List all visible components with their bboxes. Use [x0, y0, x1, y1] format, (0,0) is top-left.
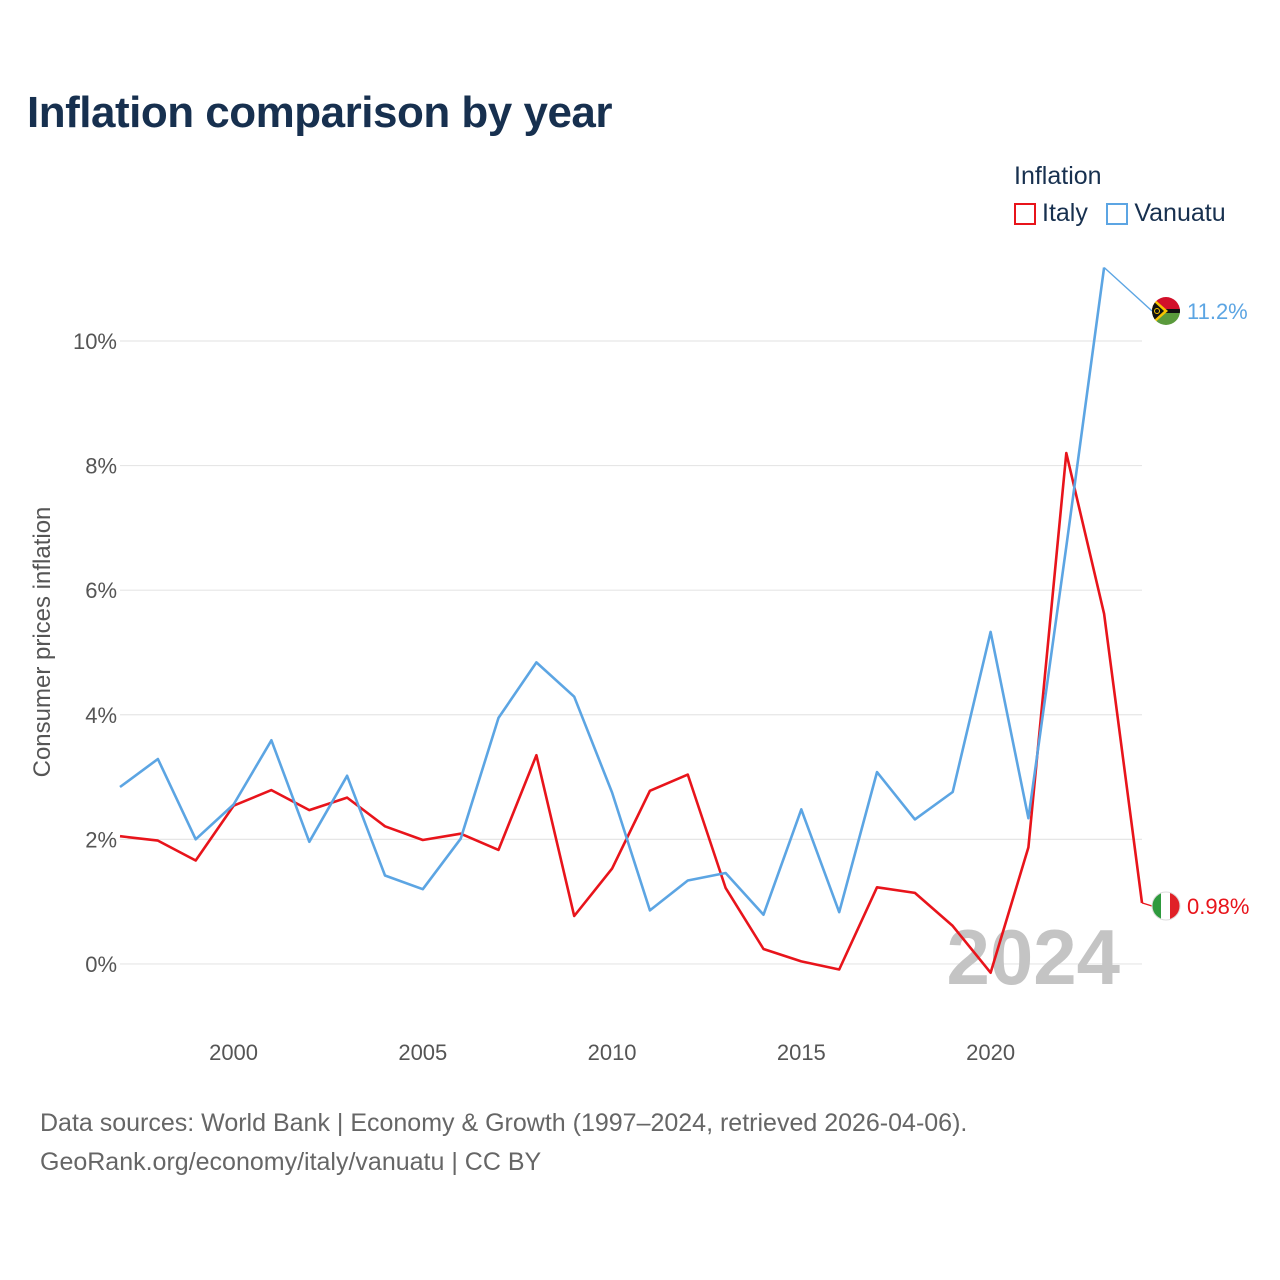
year-watermark: 2024 [946, 913, 1120, 1001]
end-label-italy: 0.98% [1187, 894, 1249, 919]
y-tick-label: 10% [73, 329, 117, 354]
legend-item-italy[interactable]: Italy [1014, 199, 1088, 228]
chart-title: Inflation comparison by year [27, 88, 613, 137]
x-tick-label: 2015 [777, 1040, 826, 1065]
x-tick-label: 2010 [588, 1040, 637, 1065]
legend-item-vanuatu[interactable]: Vanuatu [1106, 199, 1226, 228]
legend-swatch-vanuatu [1106, 202, 1129, 225]
x-tick-label: 2020 [966, 1040, 1015, 1065]
vanuatu-flag-icon [1152, 297, 1180, 325]
end-connector-italy [1141, 902, 1153, 907]
line-chart: 0% 2% 4% 6% 8% 10% 2000 2005 2010 2015 2020 Consu… [29, 266, 1249, 1065]
series-line-vanuatu [119, 267, 1106, 917]
source-line-2: GeoRank.org/economy/italy/vanuatu | CC B… [40, 1148, 542, 1176]
y-tick-label: 2% [85, 827, 117, 852]
italy-flag-icon [1152, 892, 1180, 920]
y-axis-title: Consumer prices inflation [29, 507, 56, 778]
y-tick-label: 8% [85, 454, 117, 479]
y-tick-label: 0% [85, 952, 117, 977]
legend-title: Inflation [1014, 162, 1102, 190]
legend-swatch-italy [1014, 202, 1036, 225]
end-connector-vanuatu [1103, 266, 1153, 312]
x-tick-label: 2000 [209, 1040, 258, 1065]
y-tick-label: 4% [85, 703, 117, 728]
end-label-vanuatu: 11.2% [1187, 299, 1248, 324]
legend-label-italy: Italy [1042, 199, 1088, 227]
x-tick-label: 2005 [398, 1040, 447, 1065]
y-tick-label: 6% [85, 578, 117, 603]
legend-label-vanuatu: Vanuatu [1134, 199, 1226, 227]
source-line-1: Data sources: World Bank | Economy & Gro… [40, 1109, 968, 1137]
legend: Inflation Italy Vanuatu [1014, 162, 1240, 230]
source-note: Data sources: World Bank | Economy & Gro… [40, 1104, 967, 1182]
series-line-italy [119, 451, 1144, 975]
